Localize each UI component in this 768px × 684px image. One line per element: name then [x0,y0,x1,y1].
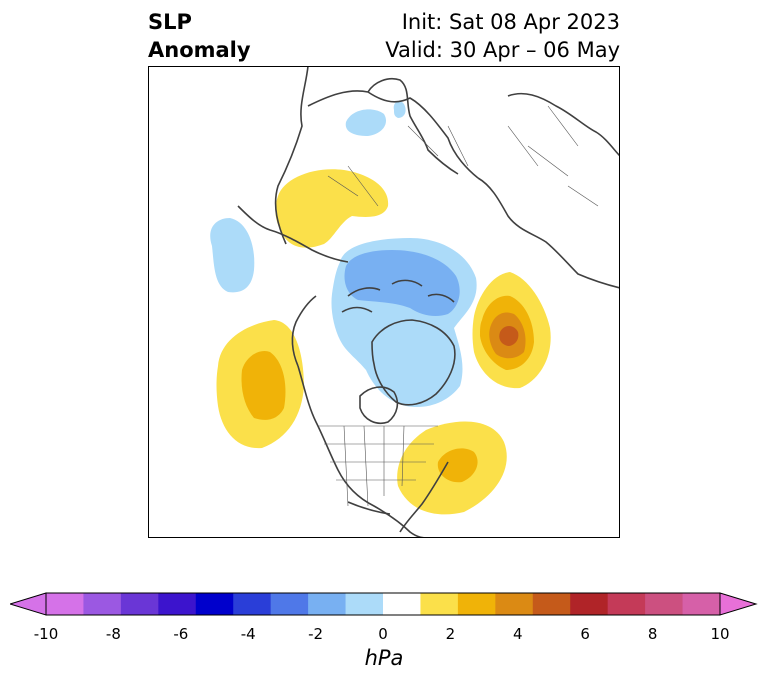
colorbar-segment [270,593,309,615]
colorbar-units: hPa [364,646,404,670]
colorbar-extend-low [8,592,47,616]
map-frame [148,66,620,538]
colorbar-graphic [8,592,758,616]
colorbar-tick-label: -8 [105,625,121,643]
colorbar [8,588,758,622]
colorbar-segment [645,593,684,615]
colorbar-segment [495,593,534,615]
anomaly-fills [210,101,551,515]
colorbar-segment [345,593,384,615]
positive-anomaly-pacific-core [241,350,286,420]
colorbar-segment [420,593,459,615]
colorbar-segment [570,593,609,615]
negative-anomaly-europe [345,109,387,136]
coast-alaska [291,295,317,367]
colorbar-segment [46,593,84,615]
forecast-dates: Init: Sat 08 Apr 2023 Valid: 30 Apr – 06… [385,8,620,64]
coast-north-america [297,365,429,538]
slp-anomaly-map [148,66,620,538]
colorbar-tick-label: 4 [513,625,523,643]
negative-anomaly-core [344,250,460,316]
coast-asia-east [507,92,620,157]
positive-anomaly-europe [275,169,389,248]
coast-arctic-islands [341,279,455,313]
title-line-slp: SLP [148,10,192,34]
colorbar-tick-label: 6 [580,625,590,643]
negative-anomaly-scandinavia [393,101,406,118]
title-line-anomaly: Anomaly [148,38,251,62]
negative-anomaly-pacific [210,218,255,293]
positive-anomaly-atlantic-core [437,448,478,483]
coast-siberia [477,177,620,289]
colorbar-tick-label: -4 [240,625,256,643]
coast-europe [274,66,479,245]
colorbar-tick-label: -2 [308,625,324,643]
political-borders [318,105,599,507]
coast-gulf [347,501,391,515]
colorbar-segment [195,593,234,615]
colorbar-segment [383,593,421,615]
chart-title: SLP Anomaly [148,8,251,64]
map-canvas [148,66,620,538]
colorbar-segment [158,593,197,615]
colorbar-segment [457,593,496,615]
colorbar-tick-label: -10 [33,625,59,643]
colorbar-tick-label: 10 [710,625,730,643]
coast-mediterranean [237,205,349,263]
coastlines [237,66,620,538]
colorbar-tick-label: 8 [647,625,658,643]
init-date: Init: Sat 08 Apr 2023 [401,10,620,34]
coast-us-east [399,461,449,533]
colorbar-segment [308,593,347,615]
colorbar-segment [682,593,721,615]
colorbar-segment [532,593,571,615]
valid-dates: Valid: 30 Apr – 06 May [385,38,620,62]
positive-anomaly-siberia-max [499,326,519,346]
colorbar-tick-label: 0 [378,625,388,643]
colorbar-frame [45,592,721,616]
colorbar-tick-label: -6 [173,625,189,643]
colorbar-segment [607,593,646,615]
colorbar-segment [120,593,159,615]
colorbar-segment [233,593,272,615]
colorbar-tick-label: 2 [445,625,456,643]
colorbar-extend-high [719,592,758,616]
coast-greenland [371,319,456,406]
coast-hudson-bay [359,386,399,424]
colorbar-segment [83,593,122,615]
coast-scandinavia [367,77,459,175]
